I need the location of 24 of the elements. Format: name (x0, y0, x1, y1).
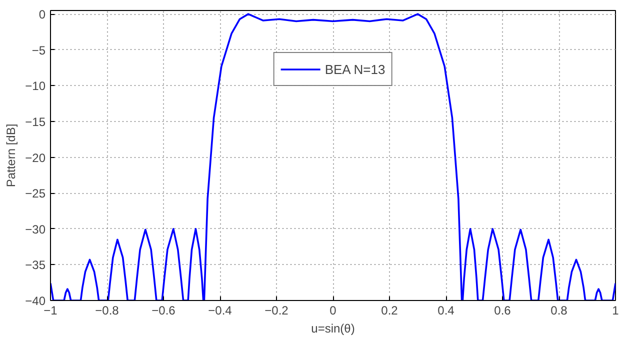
x-tick-label: −1 (44, 304, 58, 318)
y-tick-label: −35 (25, 258, 46, 272)
y-tick-label: −30 (25, 222, 46, 236)
y-tick-label: −15 (25, 114, 46, 129)
x-tick-label: 0.8 (550, 304, 568, 318)
line-series (50, 13, 616, 300)
y-tick-label: −25 (25, 186, 46, 201)
x-tick-label: 0.2 (381, 304, 398, 318)
x-tick-label: −0.4 (208, 304, 232, 318)
y-tick-label: 0 (38, 8, 46, 22)
x-tick-label: −0.2 (264, 304, 289, 318)
y-axis-title: Pattern [dB] (4, 124, 18, 188)
x-tick-label: 0.6 (494, 304, 512, 318)
y-tick-label: −40 (25, 294, 46, 308)
x-tick-label: −0.8 (95, 304, 120, 318)
y-tick-label: −5 (32, 43, 46, 58)
x-tick-label: 0.4 (438, 304, 455, 318)
legend-label: BEA N=13 (324, 62, 386, 76)
y-tick-label: −20 (25, 150, 46, 165)
x-axis-title: u=sin(θ) (311, 322, 355, 336)
y-tick-label: −10 (25, 79, 46, 94)
x-tick-label: 1 (612, 304, 620, 318)
x-tick-label: 0 (330, 304, 337, 318)
x-tick-label: −0.6 (152, 304, 176, 318)
